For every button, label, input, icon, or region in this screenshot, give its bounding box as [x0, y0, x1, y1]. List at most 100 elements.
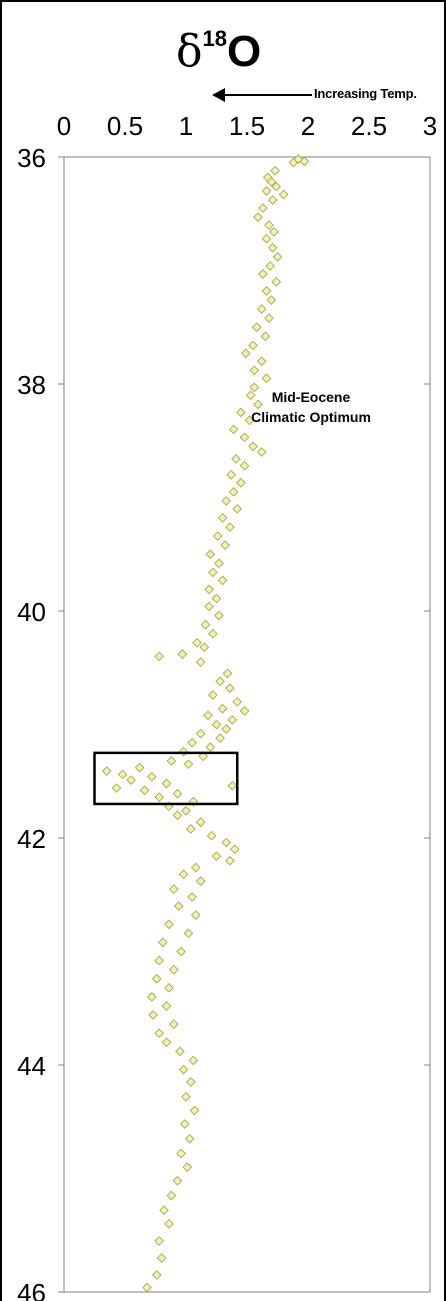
data-point — [225, 683, 235, 694]
data-point — [271, 277, 282, 287]
data-point — [179, 1119, 190, 1129]
data-point — [192, 637, 202, 648]
data-point — [166, 1190, 177, 1201]
data-point — [156, 1253, 167, 1263]
data-point — [190, 910, 201, 921]
y-tick-label: 46 — [17, 1278, 46, 1301]
data-point — [299, 156, 310, 167]
data-point — [227, 780, 238, 791]
data-point — [253, 399, 263, 410]
data-point — [271, 181, 282, 192]
data-points — [101, 154, 310, 1293]
data-point — [272, 252, 283, 262]
data-point — [261, 373, 272, 384]
data-point — [211, 851, 222, 861]
data-point — [215, 676, 225, 687]
data-point — [187, 737, 197, 748]
annotation-line-2: Climatic Optimum — [251, 409, 371, 425]
data-point — [168, 1019, 179, 1029]
data-point — [221, 837, 232, 848]
data-point — [161, 778, 172, 789]
data-point — [195, 817, 206, 827]
data-point — [168, 884, 179, 894]
data-point — [147, 992, 157, 1002]
data-point — [182, 1162, 193, 1172]
data-point — [261, 186, 272, 196]
data-point — [266, 177, 277, 187]
x-tick-label: 0.5 — [107, 111, 143, 141]
data-point — [249, 382, 260, 393]
data-point — [265, 261, 276, 271]
data-point — [217, 513, 228, 523]
data-point — [204, 584, 215, 595]
data-point — [251, 322, 262, 333]
data-point — [232, 696, 243, 707]
data-point — [239, 460, 250, 471]
data-point — [186, 824, 196, 834]
data-point — [215, 733, 225, 743]
data-point — [134, 762, 145, 773]
data-point — [239, 432, 250, 443]
data-point — [269, 227, 279, 237]
data-point — [157, 937, 168, 948]
data-point — [117, 769, 128, 780]
data-point — [164, 919, 174, 930]
data-point — [256, 356, 267, 367]
data-point — [264, 220, 274, 230]
data-point — [126, 775, 136, 785]
data-point — [176, 946, 186, 957]
data-point — [195, 728, 206, 739]
data-point — [164, 982, 174, 993]
x-tick-label: 3 — [423, 111, 437, 141]
data-point — [161, 1037, 172, 1048]
data-point — [154, 1236, 164, 1246]
data-point — [214, 610, 224, 621]
data-point — [147, 771, 157, 782]
data-point — [159, 1205, 169, 1216]
x-tick-label: 2 — [301, 111, 315, 141]
data-point — [239, 706, 250, 716]
x-tick-label: 2.5 — [351, 111, 387, 141]
data-point — [248, 340, 258, 351]
data-point — [267, 195, 278, 205]
annotation-box — [93, 751, 239, 806]
data-point — [217, 575, 228, 586]
data-point — [200, 619, 211, 630]
data-point — [261, 286, 272, 296]
data-point — [208, 690, 218, 700]
data-point — [208, 628, 218, 639]
data-point — [148, 1010, 158, 1020]
data-point — [260, 331, 271, 342]
data-point — [208, 567, 218, 578]
data-point — [258, 269, 268, 279]
data-point — [226, 469, 236, 480]
title-symbol: δ — [176, 26, 203, 77]
data-point — [168, 964, 179, 975]
data-point — [188, 1055, 199, 1066]
data-point — [172, 810, 183, 821]
data-point — [206, 830, 217, 841]
y-tick-label: 38 — [17, 370, 46, 400]
data-point — [181, 1091, 191, 1102]
data-point — [248, 441, 258, 452]
data-point — [222, 668, 233, 679]
data-point — [187, 892, 197, 902]
data-point — [101, 766, 112, 776]
data-point — [217, 703, 228, 714]
data-point — [240, 348, 251, 359]
data-point — [267, 242, 278, 253]
annotation-line-1: Mid-Eocene — [271, 389, 351, 405]
data-point — [172, 1175, 183, 1186]
y-tick-label: 44 — [17, 1051, 46, 1081]
data-point — [176, 1148, 186, 1159]
left-arrow-icon — [212, 88, 225, 102]
data-point — [151, 973, 162, 984]
data-point — [204, 601, 215, 612]
data-point — [258, 203, 268, 213]
data-point — [288, 157, 299, 168]
data-point — [199, 642, 210, 653]
data-point — [175, 1046, 185, 1057]
data-point — [190, 862, 201, 873]
data-point — [261, 233, 272, 244]
